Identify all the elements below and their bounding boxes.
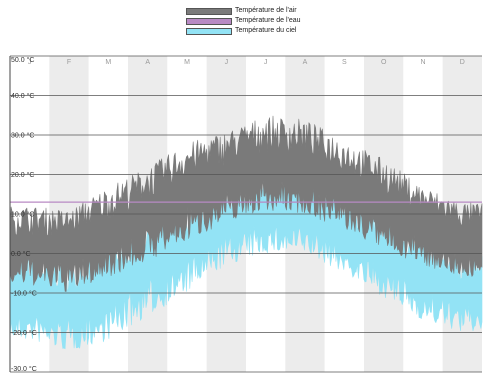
month-label: D bbox=[460, 59, 465, 66]
month-label: F bbox=[67, 59, 71, 66]
y-tick-label: -10.0 °C bbox=[11, 290, 37, 298]
month-label: M bbox=[105, 59, 111, 66]
y-tick-label: -20.0 °C bbox=[11, 329, 37, 337]
legend-swatch-air bbox=[186, 8, 232, 15]
y-tick-label: -30.0 °C bbox=[11, 365, 37, 373]
legend-swatch-sky bbox=[186, 28, 232, 35]
month-label: A bbox=[303, 59, 308, 66]
legend-label-sky: Température du ciel bbox=[235, 27, 297, 34]
month-label: M bbox=[184, 59, 190, 66]
legend-label-air: Température de l'air bbox=[235, 7, 297, 14]
legend-swatch-water bbox=[186, 18, 232, 25]
y-tick-label: 40.0 °C bbox=[11, 92, 34, 100]
legend-label-water: Température de l'eau bbox=[235, 17, 301, 24]
month-label: J bbox=[28, 59, 32, 66]
month-label: O bbox=[381, 59, 387, 66]
month-label: A bbox=[145, 59, 150, 66]
air-temperature-series bbox=[9, 115, 483, 292]
y-tick-labels: 50.0 °C 40.0 °C 30.0 °C 20.0 °C 10.0 °C 0.0 °… bbox=[11, 56, 37, 373]
air-temperature-band bbox=[9, 115, 483, 292]
y-tick-label: 30.0 °C bbox=[11, 132, 34, 140]
month-label: J bbox=[225, 59, 229, 66]
y-tick-label: 10.0 °C bbox=[11, 211, 34, 219]
month-label: J bbox=[264, 59, 268, 66]
month-label: S bbox=[342, 59, 347, 66]
y-tick-label: 20.0 °C bbox=[11, 171, 34, 179]
gridlines bbox=[10, 55, 482, 373]
y-tick-label: 0.0 °C bbox=[11, 250, 31, 258]
month-label: N bbox=[420, 59, 425, 66]
y-tick-label: 50.0 °C bbox=[11, 56, 34, 64]
